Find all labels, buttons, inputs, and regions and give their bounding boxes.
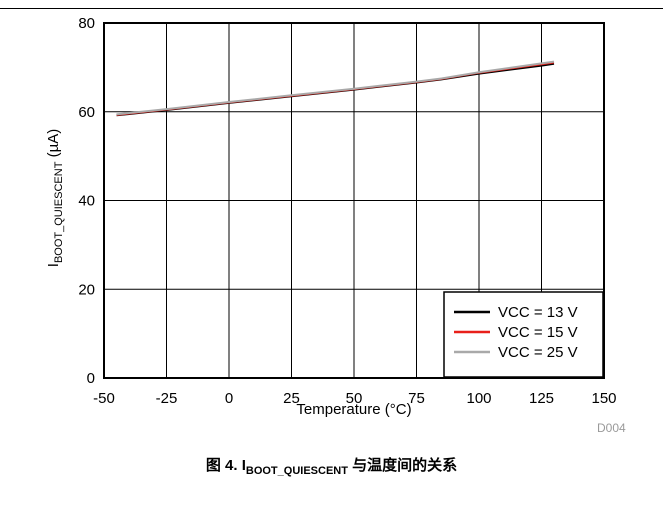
figure-caption: 图 4. IBOOT_QUIESCENT 与温度间的关系	[0, 454, 663, 477]
x-tick-label: 75	[408, 390, 425, 407]
y-tick-label: 60	[78, 104, 95, 121]
caption-suffix: 与温度间的关系	[347, 457, 458, 474]
y-tick-labels: 0 20 40 60 80	[78, 15, 95, 387]
x-tick-label: 150	[591, 390, 616, 407]
legend-label: VCC = 13 V	[498, 304, 578, 321]
x-tick-labels: -50 -25 0 25 50 75 100 125 150	[93, 390, 616, 407]
x-tick-label: 25	[283, 390, 300, 407]
legend-box	[443, 291, 604, 378]
y-axis-label-main: I	[45, 263, 62, 267]
header-rule	[0, 8, 663, 9]
y-axis-label-unit: (µA)	[45, 129, 62, 162]
y-axis-label: IBOOT_QUIESCENT (µA)	[45, 129, 65, 267]
legend-label: VCC = 25 V	[498, 344, 578, 361]
x-axis-label: Temperature (°C)	[296, 401, 411, 418]
caption-prefix: 图 4. I	[205, 457, 246, 474]
chart-legend: VCC = 13 V VCC = 15 V VCC = 25 V	[443, 291, 604, 378]
y-tick-label: 20	[78, 281, 95, 298]
figure-code: D004	[597, 421, 626, 435]
x-tick-label: 100	[466, 390, 491, 407]
chart-series	[116, 60, 555, 117]
y-axis-label-sub: BOOT_QUIESCENT	[53, 161, 65, 263]
x-tick-label: 125	[529, 390, 554, 407]
y-tick-label: 80	[78, 15, 95, 32]
x-tick-label: -25	[156, 390, 178, 407]
series-line	[116, 60, 555, 116]
y-tick-label: 0	[87, 370, 95, 387]
x-tick-label: 0	[225, 390, 233, 407]
x-tick-label: -50	[93, 390, 115, 407]
plot-frame	[103, 22, 605, 379]
y-tick-label: 40	[78, 193, 95, 210]
caption-subscript: BOOT_QUIESCENT	[245, 465, 348, 477]
legend-label: VCC = 15 V	[498, 324, 578, 341]
chart: -50 -25 0 25 50 75 100 125 150 0 20 40 60 80 Tempera…	[45, 15, 617, 418]
x-tick-label: 50	[346, 390, 363, 407]
